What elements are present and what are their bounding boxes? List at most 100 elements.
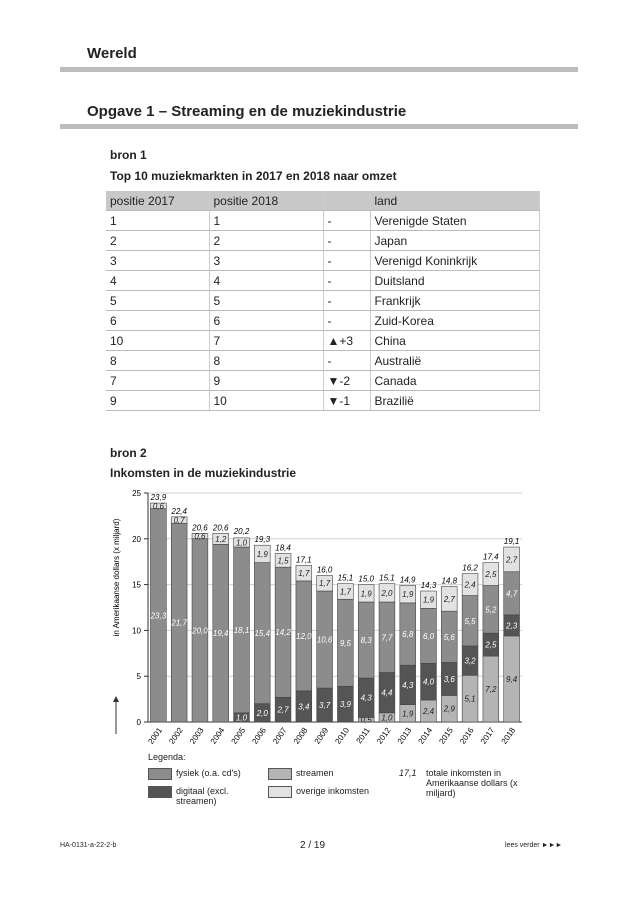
bar-segment bbox=[150, 502, 167, 509]
table-row: 9 10 ▼-1 Brazilië bbox=[106, 390, 540, 411]
y-tick-label: 5 bbox=[137, 672, 142, 681]
table-cell: 2 bbox=[209, 230, 324, 251]
total-label: 14,8 bbox=[441, 576, 457, 585]
total-label: 16,0 bbox=[317, 565, 333, 574]
table-cell: - bbox=[323, 210, 371, 231]
legend-label: fysiek (o.a. cd's) bbox=[176, 768, 241, 778]
table-cell: 5 bbox=[209, 290, 324, 311]
source-label: bron 2 bbox=[110, 446, 147, 460]
x-tick-label: 2003 bbox=[188, 726, 206, 746]
bar-segment bbox=[212, 533, 229, 545]
value-label: 12,0 bbox=[296, 632, 312, 641]
value-label: 7,2 bbox=[485, 685, 497, 694]
bar-segment bbox=[191, 533, 209, 540]
y-tick-label: 15 bbox=[132, 581, 141, 590]
table-cell: ▼-1 bbox=[323, 390, 371, 411]
value-label: 21,7 bbox=[170, 619, 187, 628]
table-cell: 4 bbox=[209, 270, 324, 291]
y-tick-label: 0 bbox=[137, 718, 142, 727]
table-cell: 5 bbox=[106, 290, 210, 311]
chart-title: Inkomsten in de muziekindustrie bbox=[110, 466, 297, 480]
value-label: 10,6 bbox=[317, 636, 333, 645]
value-label: 15,4 bbox=[254, 629, 270, 638]
bar-segment bbox=[378, 583, 396, 603]
table-cell: ▼-2 bbox=[323, 370, 371, 391]
table-header-cell: land bbox=[370, 191, 540, 211]
total-label: 20,6 bbox=[212, 523, 229, 532]
table-cell: - bbox=[323, 310, 371, 331]
assignment-title: Opgave 1 – Streaming en de muziekindustr… bbox=[87, 103, 407, 120]
total-label: 20,6 bbox=[191, 523, 208, 532]
value-label: 3,4 bbox=[298, 702, 310, 711]
total-label: 17,4 bbox=[483, 553, 499, 562]
bar-segment bbox=[233, 537, 250, 548]
table-cell: Verenigde Staten bbox=[370, 210, 540, 231]
bar-segment bbox=[316, 575, 333, 592]
x-tick-label: 2012 bbox=[375, 726, 393, 746]
legend-total-label: totale inkomsten in Amerikaanse dollars … bbox=[426, 768, 518, 798]
x-tick-label: 2018 bbox=[500, 726, 518, 746]
value-label: 1,0 bbox=[236, 538, 248, 547]
bar-segment bbox=[170, 516, 188, 524]
footer-page: 2 / 19 bbox=[300, 840, 326, 851]
table-cell: ▲+3 bbox=[323, 330, 371, 351]
table-header-cell bbox=[323, 191, 371, 211]
value-label: 1,0 bbox=[236, 713, 248, 722]
bar-segment bbox=[399, 585, 416, 604]
x-tick-label: 2010 bbox=[333, 726, 351, 746]
value-label: 2,7 bbox=[505, 555, 518, 564]
value-label: 1,0 bbox=[381, 713, 393, 722]
table-row: 6 6- Zuid-Korea bbox=[106, 310, 540, 331]
value-label: 2,9 bbox=[443, 705, 456, 714]
rule bbox=[60, 67, 578, 72]
total-label: 15,1 bbox=[379, 574, 395, 583]
table-cell: - bbox=[323, 270, 371, 291]
legend-label: digitaal (excl. streamen) bbox=[176, 786, 229, 806]
table-cell: 10 bbox=[209, 390, 324, 411]
value-label: 2,4 bbox=[463, 581, 476, 590]
value-label: 2,0 bbox=[256, 709, 269, 718]
table-cell: - bbox=[323, 230, 371, 251]
value-label: 2,7 bbox=[443, 595, 456, 604]
bar-segment bbox=[503, 546, 520, 573]
value-label: 1,2 bbox=[215, 535, 227, 544]
total-label: 14,9 bbox=[400, 576, 416, 585]
bar-segment bbox=[357, 584, 375, 603]
table-cell: 9 bbox=[106, 390, 210, 411]
total-label: 16,2 bbox=[462, 564, 478, 573]
table-row: 4 4- Duitsland bbox=[106, 270, 540, 291]
x-tick-label: 2009 bbox=[313, 726, 331, 746]
header-title: Wereld bbox=[87, 45, 137, 62]
table-title: Top 10 muziekmarkten in 2017 en 2018 naa… bbox=[110, 169, 397, 183]
table-row: 3 3- Verenigd Koninkrijk bbox=[106, 250, 540, 271]
value-label: 4,3 bbox=[361, 694, 373, 703]
table-cell: 2 bbox=[106, 230, 210, 251]
value-label: 1,7 bbox=[319, 579, 331, 588]
value-label: 1,9 bbox=[402, 709, 414, 718]
value-label: 2,4 bbox=[422, 707, 435, 716]
table-cell: Japan bbox=[370, 230, 540, 251]
value-label: 2,5 bbox=[484, 641, 497, 650]
total-label: 14,3 bbox=[421, 581, 437, 590]
table-cell: Zuid-Korea bbox=[370, 310, 540, 331]
total-label: 20,2 bbox=[233, 527, 250, 536]
value-label: 1,7 bbox=[340, 587, 352, 596]
table-cell: - bbox=[323, 290, 371, 311]
legend-swatch bbox=[268, 786, 292, 798]
value-label: 20,0 bbox=[191, 626, 208, 635]
value-label: 3,6 bbox=[444, 675, 456, 684]
value-label: 0,7 bbox=[174, 516, 186, 525]
legend-title: Legenda: bbox=[148, 752, 186, 762]
table-cell: Australië bbox=[370, 350, 540, 371]
bar-segment bbox=[482, 562, 500, 586]
value-label: 2,7 bbox=[276, 706, 289, 715]
x-tick-label: 2017 bbox=[479, 726, 497, 746]
value-label: 7,7 bbox=[381, 633, 393, 642]
table-cell: 8 bbox=[209, 350, 324, 371]
value-label: 0,6 bbox=[153, 502, 165, 511]
legend-swatch bbox=[268, 768, 292, 780]
x-tick-label: 2015 bbox=[437, 726, 455, 746]
y-tick-label: 20 bbox=[132, 535, 141, 544]
x-tick-label: 2013 bbox=[396, 726, 414, 746]
